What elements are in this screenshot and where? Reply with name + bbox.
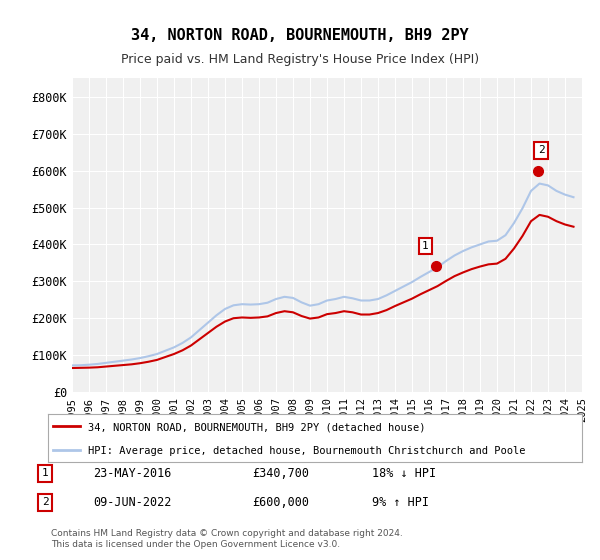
Text: 2: 2 [538,146,544,155]
Text: Contains HM Land Registry data © Crown copyright and database right 2024.
This d: Contains HM Land Registry data © Crown c… [51,529,403,549]
Text: 2: 2 [41,497,49,507]
Text: £340,700: £340,700 [252,466,309,480]
Text: Price paid vs. HM Land Registry's House Price Index (HPI): Price paid vs. HM Land Registry's House … [121,53,479,66]
Text: £600,000: £600,000 [252,496,309,509]
Text: HPI: Average price, detached house, Bournemouth Christchurch and Poole: HPI: Average price, detached house, Bour… [88,446,526,456]
Text: 34, NORTON ROAD, BOURNEMOUTH, BH9 2PY (detached house): 34, NORTON ROAD, BOURNEMOUTH, BH9 2PY (d… [88,422,425,432]
Text: 1: 1 [422,241,429,251]
Text: 9% ↑ HPI: 9% ↑ HPI [372,496,429,509]
Text: 18% ↓ HPI: 18% ↓ HPI [372,466,436,480]
Text: 34, NORTON ROAD, BOURNEMOUTH, BH9 2PY: 34, NORTON ROAD, BOURNEMOUTH, BH9 2PY [131,28,469,43]
Text: 09-JUN-2022: 09-JUN-2022 [93,496,172,509]
Text: 1: 1 [41,468,49,478]
Text: 23-MAY-2016: 23-MAY-2016 [93,466,172,480]
